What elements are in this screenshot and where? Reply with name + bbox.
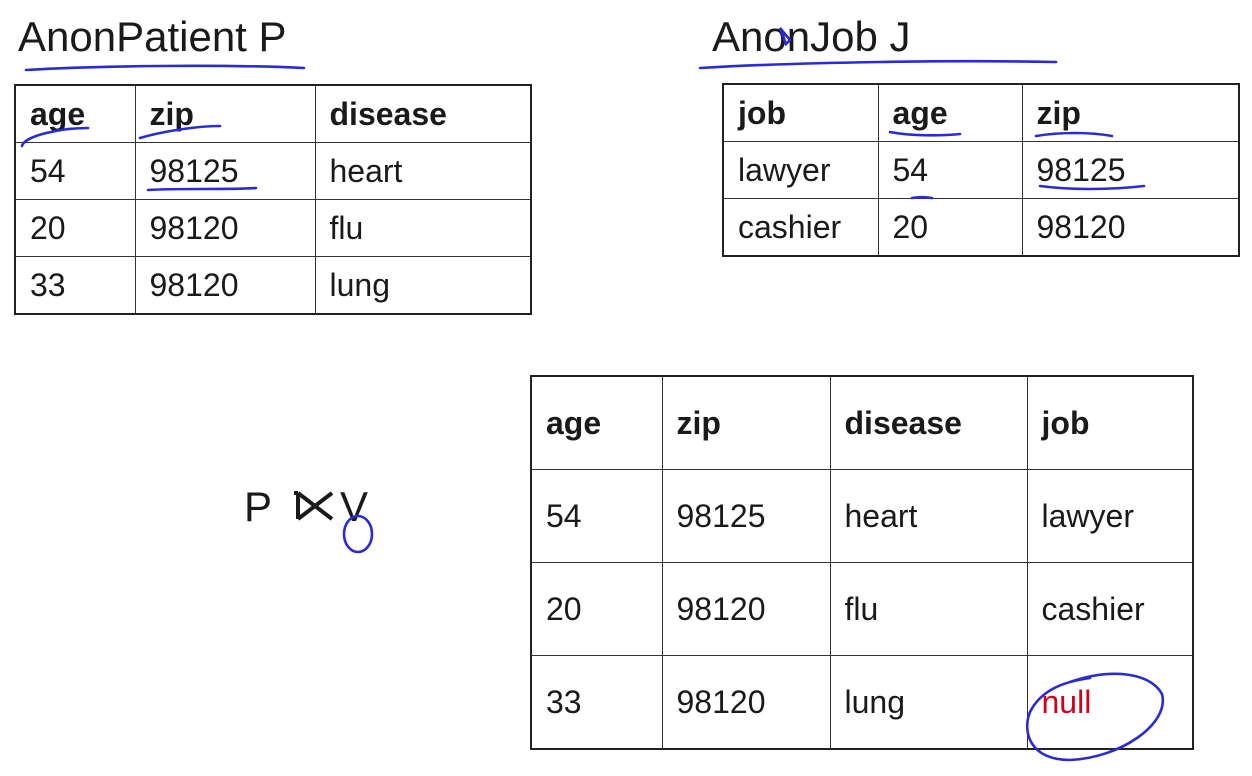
table-cell: 54	[14, 142, 136, 200]
table-cell: 20	[14, 199, 136, 257]
table-cell: flu	[314, 199, 532, 257]
table-cell: 98120	[134, 199, 316, 257]
join-result-table: age zip disease job 54 98125 heart lawye…	[530, 375, 1194, 750]
table-row: lawyer 54 98125	[722, 141, 1240, 199]
table-row: 33 98120 lung	[14, 256, 532, 315]
table-header-row: age zip disease job	[530, 375, 1194, 470]
table-cell: 98120	[661, 655, 831, 750]
table-row: 33 98120 lung null	[530, 655, 1194, 750]
table-cell: 98120	[661, 562, 831, 656]
anon-job-title: AnonJob J	[712, 13, 911, 60]
column-header-zip: zip	[1021, 83, 1240, 142]
table-cell: 54	[530, 469, 663, 563]
join-right-operand: V	[340, 483, 369, 530]
table-cell: heart	[829, 469, 1028, 563]
left-outer-join-icon	[292, 491, 334, 521]
title-underline-j	[698, 59, 1058, 70]
table-cell: 98120	[1021, 198, 1240, 257]
table-cell: lung	[314, 256, 532, 315]
table-row: 20 98120 flu	[14, 199, 532, 257]
table-cell: 20	[530, 562, 663, 656]
table-row: 20 98120 flu cashier	[530, 562, 1194, 656]
table-header-row: job age zip	[722, 83, 1240, 142]
table-row: cashier 20 98120	[722, 198, 1240, 257]
null-value-cell: null	[1026, 655, 1194, 750]
column-header-job: job	[722, 83, 879, 142]
table-cell: 20	[877, 198, 1023, 257]
table-row: 54 98125 heart lawyer	[530, 469, 1194, 563]
table-cell: cashier	[1026, 562, 1194, 656]
table-cell: cashier	[722, 198, 879, 257]
table-cell: 33	[530, 655, 663, 750]
column-header-zip: zip	[134, 84, 316, 143]
column-header-disease: disease	[314, 84, 532, 143]
table-cell: 98125	[134, 142, 316, 200]
join-expression: P V	[244, 486, 368, 528]
column-header-disease: disease	[829, 375, 1028, 470]
table-cell: 98120	[134, 256, 316, 315]
table-cell: lawyer	[1026, 469, 1194, 563]
table-cell: flu	[829, 562, 1028, 656]
column-header-age: age	[530, 375, 663, 470]
column-header-zip: zip	[661, 375, 831, 470]
column-header-job: job	[1026, 375, 1194, 470]
table-row: 54 98125 heart	[14, 142, 532, 200]
table-cell: heart	[314, 142, 532, 200]
table-header-row: age zip disease	[14, 84, 532, 143]
column-header-age: age	[877, 83, 1023, 142]
anon-patient-title: AnonPatient P	[18, 13, 287, 60]
table-cell: lung	[829, 655, 1028, 750]
table-cell: 33	[14, 256, 136, 315]
anon-patient-table: age zip disease 54 98125 heart 20 98120 …	[14, 84, 532, 315]
table-cell: 98125	[661, 469, 831, 563]
table-cell: 54	[877, 141, 1023, 199]
anon-job-table: job age zip lawyer 54 98125 cashier 20 9…	[722, 83, 1240, 257]
title-underline-p	[24, 64, 306, 72]
table-cell: 98125	[1021, 141, 1240, 199]
table-cell: lawyer	[722, 141, 879, 199]
join-left-operand: P	[244, 483, 273, 530]
column-header-age: age	[14, 84, 136, 143]
